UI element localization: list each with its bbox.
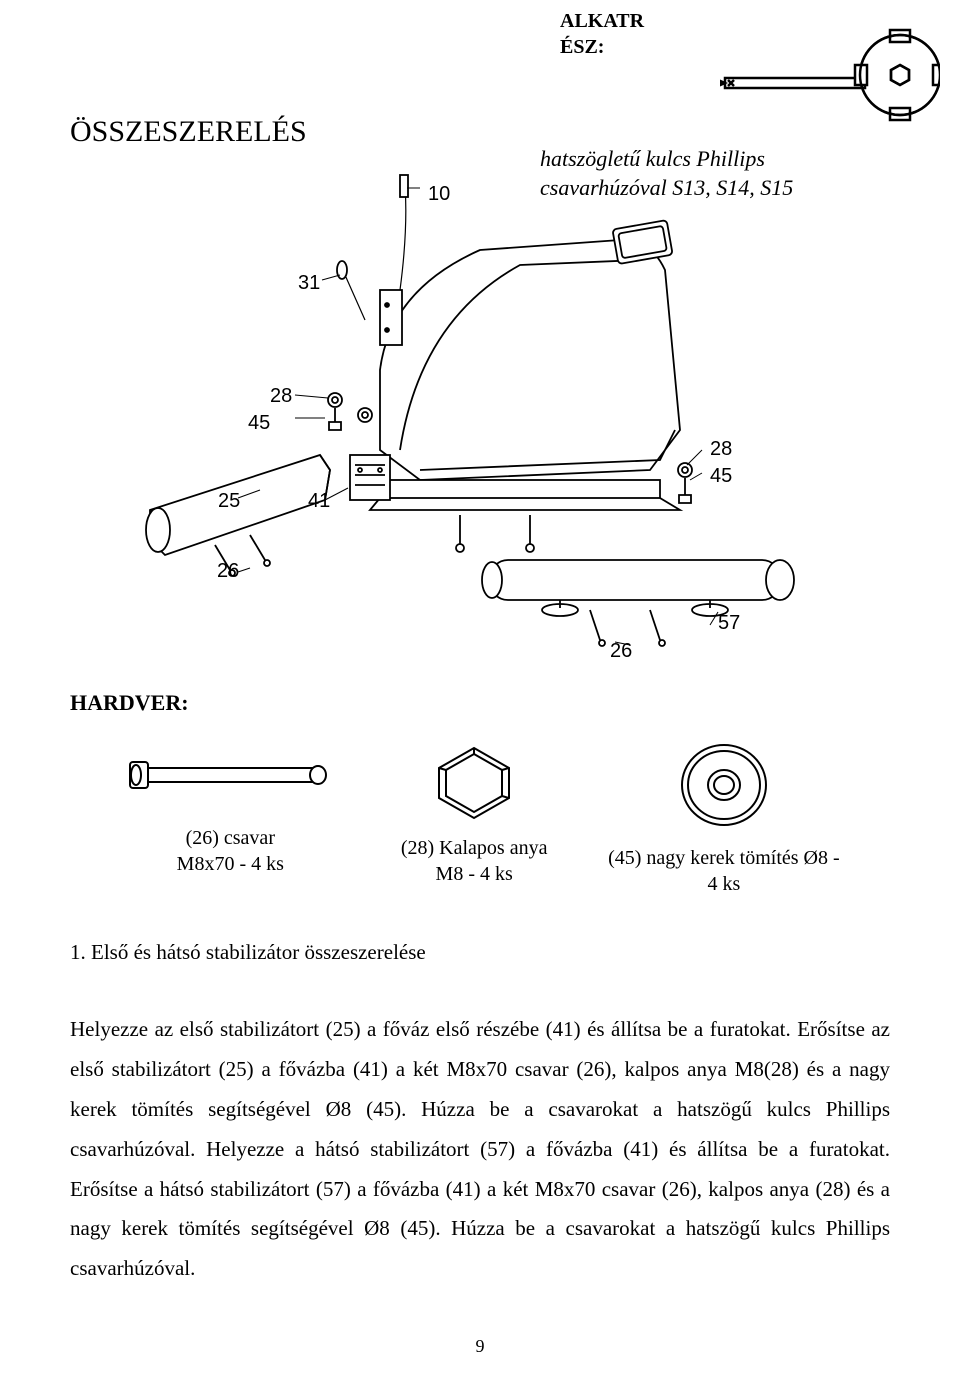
- hw-bolt: (26) csavar M8x70 - 4 ks: [120, 740, 340, 897]
- parts-label: ALKATR ÉSZ:: [560, 8, 644, 60]
- callout-26a: 26: [217, 560, 239, 583]
- tool-icon: [720, 20, 940, 130]
- callout-28b: 28: [710, 438, 732, 461]
- callout-26b: 26: [610, 640, 632, 663]
- step-title: 1. Első és hátsó stabilizátor összeszere…: [70, 940, 426, 965]
- hw-bolt-caption: (26) csavar M8x70 - 4 ks: [120, 825, 340, 877]
- callout-25: 25: [218, 490, 240, 513]
- callout-31: 31: [298, 272, 320, 295]
- instruction-body: Helyezze az első stabilizátort (25) a fő…: [70, 1010, 890, 1289]
- nut-icon: [414, 740, 534, 820]
- callout-41: 41: [308, 490, 330, 513]
- callout-57: 57: [718, 612, 740, 635]
- washer-icon: [669, 740, 779, 830]
- callout-10: 10: [428, 183, 450, 206]
- hw-washer: (45) nagy kerek tömítés Ø8 - 4 ks: [608, 740, 840, 897]
- assembly-diagram: [120, 170, 840, 670]
- callout-45b: 45: [710, 465, 732, 488]
- hardware-row: (26) csavar M8x70 - 4 ks (28) Kalapos an…: [90, 740, 870, 897]
- callout-28a: 28: [270, 385, 292, 408]
- callout-45a: 45: [248, 412, 270, 435]
- hardware-label: HARDVER:: [70, 690, 189, 716]
- hw-nut: (28) Kalapos anya M8 - 4 ks: [401, 740, 548, 897]
- bolt-icon: [120, 740, 340, 810]
- page-title: ÖSSZESZERELÉS: [70, 115, 307, 149]
- page-number: 9: [0, 1336, 960, 1357]
- hw-washer-caption: (45) nagy kerek tömítés Ø8 - 4 ks: [608, 845, 840, 897]
- hw-nut-caption: (28) Kalapos anya M8 - 4 ks: [401, 835, 548, 887]
